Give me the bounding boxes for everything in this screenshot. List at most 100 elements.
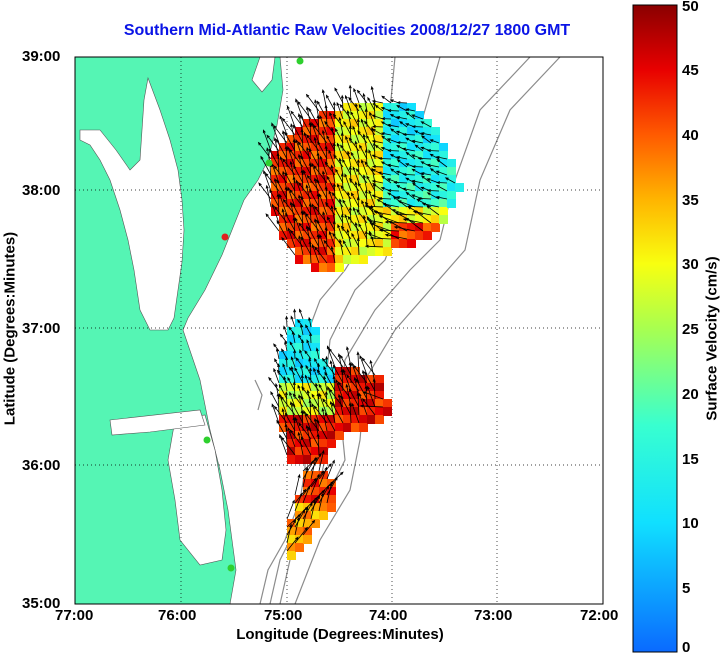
velocity-arrow [380, 132, 392, 136]
velocity-arrow [316, 178, 328, 200]
velocity-cell [367, 167, 376, 176]
velocity-cell [287, 135, 296, 144]
velocity-cell [279, 215, 288, 224]
velocity-cell [399, 143, 408, 152]
velocity-arrow [358, 103, 368, 120]
velocity-arrow [326, 216, 336, 232]
velocity-cell [351, 143, 360, 152]
velocity-arrow [411, 165, 424, 169]
velocity-arrow [397, 200, 416, 208]
station-marker [221, 233, 229, 241]
velocity-cell [391, 143, 400, 152]
velocity-arrow [326, 471, 344, 488]
velocity-arrow [275, 347, 280, 360]
velocity-arrow [426, 205, 440, 216]
velocity-cell [295, 375, 304, 384]
velocity-cell [335, 255, 344, 264]
velocity-cell [311, 167, 320, 176]
velocity-cell [295, 351, 304, 360]
velocity-arrow [387, 109, 400, 113]
velocity-arrow [381, 95, 392, 104]
velocity-cell [287, 151, 296, 160]
colorbar-tick: 0 [682, 639, 691, 656]
velocity-cell [287, 431, 296, 440]
velocity-arrow [294, 416, 304, 440]
velocity-arrow [299, 114, 312, 136]
velocity-arrow [334, 127, 344, 144]
velocity-cell [303, 143, 312, 152]
velocity-arrow [328, 230, 336, 248]
velocity-arrow [429, 168, 440, 176]
velocity-cell [295, 215, 304, 224]
velocity-cell [391, 111, 400, 120]
x-tick: 76:00 [158, 607, 197, 624]
velocity-cell [391, 151, 400, 160]
velocity-cell [367, 143, 376, 152]
velocity-cell [351, 167, 360, 176]
velocity-arrow [336, 101, 344, 120]
velocity-arrow [367, 96, 376, 112]
velocity-arrow [286, 536, 299, 552]
velocity-arrow [270, 390, 280, 408]
velocity-arrow [275, 138, 288, 160]
velocity-cell [335, 415, 344, 424]
velocity-cell [415, 199, 424, 208]
velocity-arrow [377, 171, 392, 176]
velocity-arrow [411, 168, 424, 176]
velocity-cell [303, 127, 312, 136]
velocity-arrow [302, 466, 309, 488]
velocity-cell [287, 167, 296, 176]
velocity-cell [327, 119, 336, 128]
velocity-arrow [284, 340, 288, 352]
velocity-cell [295, 135, 304, 144]
velocity-cell [303, 215, 312, 224]
velocity-cell [319, 503, 328, 512]
velocity-cell [399, 111, 408, 120]
velocity-cell [447, 159, 456, 168]
velocity-cell [367, 247, 376, 256]
velocity-cell [367, 159, 376, 168]
velocity-arrow [420, 175, 432, 184]
velocity-cell [327, 247, 336, 256]
velocity-cell [327, 135, 336, 144]
velocity-cell [295, 415, 304, 424]
velocity-arrow [302, 485, 310, 504]
velocity-cell [359, 159, 368, 168]
velocity-cell [287, 543, 296, 552]
velocity-arrow [319, 233, 328, 256]
velocity-cell [287, 239, 296, 248]
velocity-cell [343, 199, 352, 208]
velocity-arrow [330, 245, 336, 264]
velocity-cell [319, 511, 328, 520]
velocity-cell [367, 399, 376, 408]
velocity-arrow [308, 316, 312, 328]
velocity-cell [335, 143, 344, 152]
velocity-cell [343, 383, 352, 392]
velocity-arrow [393, 225, 416, 232]
velocity-cell [279, 351, 288, 360]
velocity-arrow [303, 409, 312, 432]
velocity-cell [327, 439, 336, 448]
velocity-cell [359, 199, 368, 208]
velocity-cell [327, 391, 336, 400]
velocity-arrow [381, 117, 392, 121]
velocity-arrow [402, 187, 416, 192]
velocity-arrow [268, 148, 280, 168]
velocity-cell [311, 375, 320, 384]
velocity-cell [295, 143, 304, 152]
velocity-cell [343, 135, 352, 144]
velocity-cell [351, 391, 360, 400]
velocity-cell [375, 407, 384, 416]
x-tick: 72:00 [580, 607, 619, 624]
velocity-cell [319, 263, 328, 272]
velocity-arrow [361, 199, 368, 216]
velocity-arrow [348, 388, 360, 408]
velocity-cell [327, 151, 336, 160]
velocity-cell [279, 367, 288, 376]
velocity-cell [359, 407, 368, 416]
velocity-cell [375, 191, 384, 200]
velocity-cell [359, 223, 368, 232]
velocity-cell [399, 151, 408, 160]
velocity-arrow [420, 132, 432, 136]
velocity-cell [343, 151, 352, 160]
